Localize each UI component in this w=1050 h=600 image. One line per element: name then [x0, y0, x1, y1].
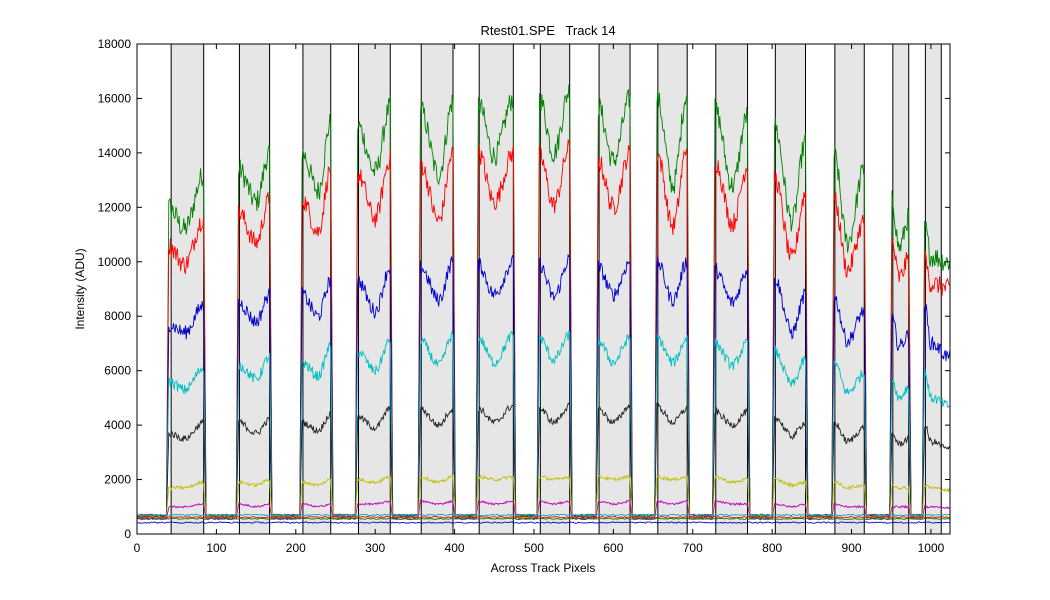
shaded-band-9	[715, 43, 749, 535]
shaded-band-12	[892, 43, 910, 535]
y-tick-label: 6000	[104, 364, 131, 378]
shaded-band-0	[170, 43, 205, 535]
x-tick-label: 800	[762, 541, 782, 555]
y-tick-label: 4000	[104, 418, 131, 432]
y-tick-label: 8000	[104, 309, 131, 323]
series-layer	[136, 84, 951, 524]
x-axis-ticks: 0 100 200 300 400 500 600 700 800 900 1000	[134, 44, 945, 555]
x-tick-label: 0	[134, 541, 141, 555]
y-tick-label: 10000	[98, 255, 132, 269]
shaded-band-2	[302, 43, 332, 535]
y-tick-label: 2000	[104, 473, 131, 487]
x-tick-label: 400	[445, 541, 465, 555]
series-line-5	[136, 473, 951, 520]
x-axis-label: Across Track Pixels	[491, 561, 596, 575]
y-axis-ticks: 0 2000 4000 6000 8000 10000 12000 14000 16000 180…	[98, 37, 950, 541]
x-tick-label: 300	[365, 541, 385, 555]
y-tick-label: 16000	[98, 91, 132, 105]
shaded-band-1	[238, 43, 271, 535]
y-tick-label: 0	[124, 527, 131, 541]
y-axis-label: Intensity (ADU)	[73, 248, 87, 329]
shaded-band-8	[657, 43, 688, 535]
series-line-8	[136, 515, 951, 519]
y-tick-label: 12000	[98, 200, 132, 214]
x-tick-label: 700	[683, 541, 703, 555]
shaded-band-11	[834, 43, 865, 535]
chart-title: Rtest01.SPE Track 14	[480, 23, 615, 38]
y-tick-label: 18000	[98, 37, 132, 51]
x-tick-label: 200	[286, 541, 306, 555]
series-line-7	[136, 513, 950, 517]
x-tick-label: 600	[603, 541, 623, 555]
shaded-bands	[170, 43, 942, 535]
plot-area-frame	[136, 43, 951, 535]
shaded-band-10	[774, 43, 807, 535]
x-tick-label: 500	[524, 541, 544, 555]
y-tick-label: 14000	[98, 146, 132, 160]
x-tick-label: 1000	[918, 541, 945, 555]
x-tick-label: 900	[842, 541, 862, 555]
x-tick-label: 100	[206, 541, 226, 555]
series-line-10	[136, 521, 951, 524]
series-line-9	[136, 517, 951, 520]
